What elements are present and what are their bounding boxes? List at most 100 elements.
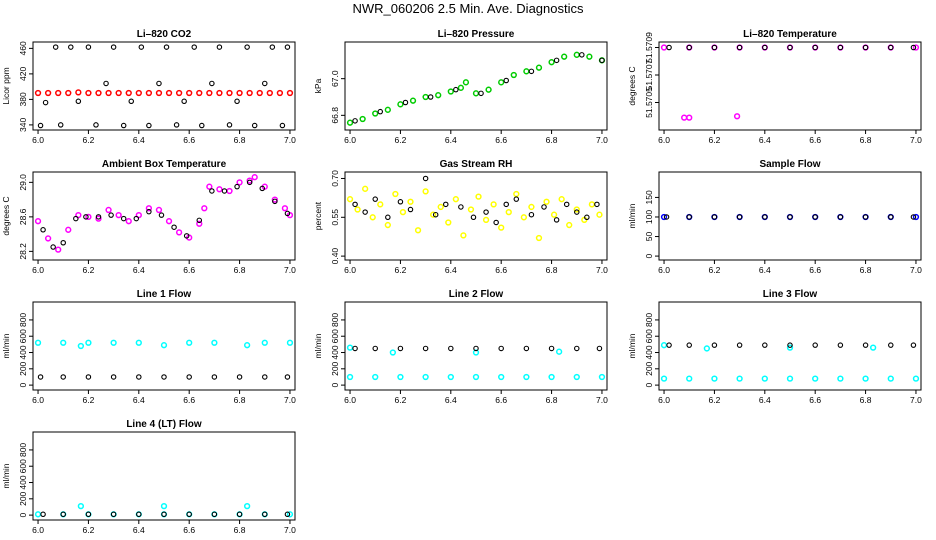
y-tick-label: 0 (644, 382, 654, 387)
data-point (216, 186, 223, 193)
data-point (346, 373, 354, 381)
chart-panel: Li–820 Temperature degrees C 6.0 6.2 6.4 6.6 6… (627, 29, 922, 145)
plot-frame (32, 431, 296, 521)
data-point (448, 345, 454, 352)
x-tick-label: 6.8 (860, 135, 872, 145)
data-point (452, 196, 459, 203)
data-point (209, 188, 215, 194)
data-point (110, 374, 117, 380)
data-point (384, 106, 391, 113)
x-tick-label: 6.4 (133, 395, 145, 405)
data-point (75, 98, 82, 105)
y-tick-label: 0 (18, 512, 28, 517)
data-point (108, 212, 114, 218)
data-point (711, 44, 718, 51)
data-point (561, 53, 568, 60)
data-point (44, 235, 52, 242)
x-tick-label: 6.8 (234, 395, 246, 405)
data-point (528, 211, 535, 218)
data-point (146, 208, 152, 215)
data-point (566, 221, 573, 229)
x-tick-label: 6.0 (658, 135, 670, 145)
plot-frame (344, 41, 608, 131)
chart-panel: Ambient Box Temperature degrees C 6.0 6.2 6.… (1, 159, 296, 275)
data-point (548, 373, 555, 381)
x-tick-label: 6.0 (32, 525, 44, 535)
data-point (392, 190, 399, 198)
data-point (262, 374, 268, 380)
data-point (160, 502, 168, 510)
data-point (266, 89, 273, 97)
data-point (281, 205, 289, 212)
data-point (155, 89, 163, 97)
data-point (105, 206, 112, 214)
data-point (221, 188, 228, 194)
data-point (598, 373, 606, 381)
data-point (397, 373, 404, 381)
data-point (686, 342, 692, 348)
x-tick-label: 6.8 (546, 265, 558, 275)
data-point (520, 214, 528, 221)
y-tick-label: 51.5707 (644, 59, 654, 90)
data-point (490, 201, 497, 208)
data-point (761, 375, 768, 382)
y-tick-label: 28.6 (18, 208, 28, 225)
data-point (535, 64, 543, 71)
data-point (681, 114, 688, 121)
data-point (513, 190, 520, 198)
plot-frame (658, 41, 922, 131)
y-tick-label: 380 (18, 92, 28, 106)
data-point (173, 122, 180, 128)
data-point (165, 89, 173, 97)
y-axis-label: percent (313, 201, 323, 230)
data-point (156, 80, 162, 87)
data-point (110, 511, 117, 518)
y-axis-label: ml/min (627, 203, 637, 228)
data-point (120, 122, 127, 129)
data-point (483, 209, 489, 215)
data-point (430, 211, 437, 218)
data-point (145, 89, 153, 97)
data-point (660, 375, 668, 382)
data-point (503, 77, 509, 84)
data-point (736, 375, 743, 382)
data-point (711, 375, 718, 382)
x-tick-label: 6.4 (133, 525, 145, 535)
chart-panel: Line 2 Flow ml/min 6.0 6.2 6.4 6.6 6.8 7.0 0 200 4… (313, 289, 608, 405)
x-tick-label: 6.2 (709, 135, 721, 145)
chart-title: Sample Flow (759, 159, 820, 170)
data-point (251, 122, 258, 129)
data-point (447, 88, 454, 95)
plot-frame (32, 301, 296, 391)
data-point (460, 232, 467, 239)
data-point (457, 84, 465, 91)
data-point (475, 193, 482, 200)
data-point (462, 79, 470, 86)
x-tick-label: 6.6 (183, 525, 195, 535)
data-point (77, 342, 85, 350)
data-point (888, 44, 894, 51)
y-tick-label: 600 (330, 329, 340, 343)
plot-frame (658, 301, 922, 391)
data-point (447, 373, 454, 381)
data-point (553, 217, 560, 223)
y-axis-label: degrees C (627, 66, 637, 105)
data-point (359, 115, 366, 123)
data-point (136, 374, 142, 380)
data-point (686, 214, 692, 220)
data-point (52, 44, 59, 50)
y-tick-label: 0 (644, 253, 654, 258)
data-point (912, 213, 920, 221)
data-point (910, 214, 917, 220)
data-point (246, 179, 253, 186)
data-point (574, 345, 580, 352)
data-point (243, 502, 251, 510)
data-point (482, 216, 490, 224)
data-point (352, 201, 358, 208)
data-point (407, 198, 414, 205)
data-point (550, 211, 558, 218)
data-point (910, 342, 917, 348)
data-point (216, 89, 223, 97)
x-tick-label: 7.0 (284, 395, 296, 405)
data-point (812, 44, 818, 51)
